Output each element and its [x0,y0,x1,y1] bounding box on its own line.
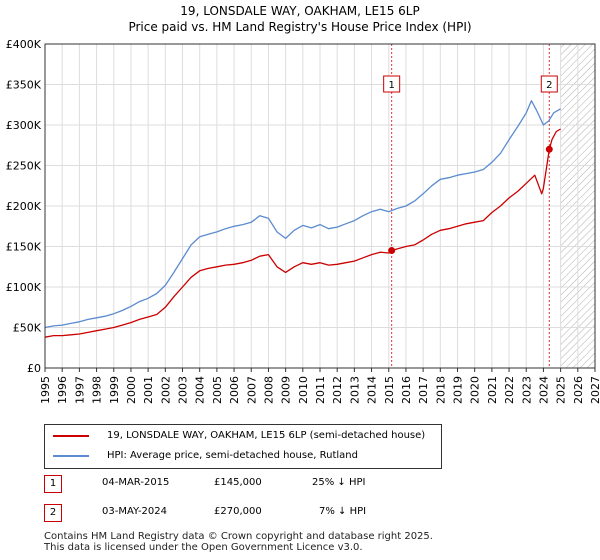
x-tick-label: 2013 [348,376,361,404]
x-tick-label: 2010 [297,376,310,404]
legend-swatch-property [53,434,89,437]
legend-item-property: 19, LONSDALE WAY, OAKHAM, LE15 6LP (semi… [53,430,425,441]
footer: Contains HM Land Registry data © Crown c… [44,531,433,553]
transaction-badge: 2 [44,504,62,522]
marker-badge-label: 2 [546,80,552,91]
x-tick-label: 2009 [280,376,293,404]
y-tick-label: £150K [6,241,42,254]
legend-label-hpi: HPI: Average price, semi-detached house,… [107,450,358,461]
y-tick-label: £100K [6,281,42,294]
transaction-delta: 25% ↓ HPI [312,477,366,488]
transaction-price: £270,000 [214,506,262,517]
x-tick-label: 2020 [469,376,482,404]
transaction-date: 04-MAR-2015 [102,477,170,488]
y-tick-label: £250K [6,160,42,173]
transaction-delta: 7% ↓ HPI [319,506,367,517]
series-line-hpi [44,100,561,329]
x-tick-label: 2000 [125,376,138,404]
y-tick-label: £350K [6,79,42,92]
x-tick-label: 2021 [486,376,499,404]
y-tick-label: £300K [6,119,42,132]
transaction-badge: 1 [44,475,62,493]
legend: 19, LONSDALE WAY, OAKHAM, LE15 6LP (semi… [44,424,442,469]
x-tick-label: 1998 [91,376,104,404]
x-tick-label: 1999 [108,376,121,404]
marker-badge-box [383,75,401,93]
marker-badge-box [540,75,558,93]
x-tick-label: 2025 [555,376,568,404]
x-tick-label: 1995 [39,376,52,404]
sale-point [545,145,553,153]
x-tick-label: 2011 [314,376,327,404]
footer-copyright: Contains HM Land Registry data © Crown c… [44,531,433,542]
x-tick-label: 2002 [159,376,172,404]
legend-swatch-hpi [53,454,89,457]
x-tick-label: 1996 [56,376,69,404]
y-tick-label: £50K [13,322,42,335]
x-tick-label: 2006 [228,376,241,404]
x-tick-label: 2014 [366,376,379,404]
x-tick-label: 2018 [434,376,447,404]
y-tick-label: £200K [6,200,42,213]
x-tick-label: 1997 [73,376,86,404]
series-line-property [44,128,561,338]
x-tick-label: 2008 [262,376,275,404]
x-tick-label: 2012 [331,376,344,404]
transaction-date: 03-MAY-2024 [102,506,168,517]
legend-item-hpi: HPI: Average price, semi-detached house,… [53,450,358,461]
x-tick-label: 2022 [503,376,516,404]
chart-subtitle: Price paid vs. HM Land Registry's House … [128,20,472,34]
chart-title: 19, LONSDALE WAY, OAKHAM, LE15 6LP [180,4,420,18]
legend-label-property: 19, LONSDALE WAY, OAKHAM, LE15 6LP (semi… [107,430,426,441]
x-tick-label: 2016 [400,376,413,404]
plot-frame [44,43,596,369]
footer-licence: This data is licensed under the Open Gov… [44,542,363,553]
x-tick-label: 2015 [383,376,396,404]
x-tick-label: 2027 [589,376,600,404]
x-tick-label: 2019 [452,376,465,404]
x-tick-label: 2024 [537,376,550,404]
y-tick-label: £400K [6,38,42,51]
price-chart: £0 £50K £100K £150K £200K £250K £300K £350K £400… [6,38,600,404]
x-tick-label: 2005 [211,376,224,404]
x-tick-label: 2004 [194,376,207,404]
sale-point [388,247,396,255]
transaction-price: £145,000 [214,477,262,488]
x-tick-label: 2023 [520,376,533,404]
x-tick-label: 2003 [177,376,190,404]
x-tick-label: 2001 [142,376,155,404]
x-tick-label: 2026 [572,376,585,404]
x-tick-label: 2007 [245,376,258,404]
x-tick-label: 2017 [417,376,430,404]
marker-badge-label: 1 [388,80,394,91]
y-tick-label: £0 [27,362,41,375]
